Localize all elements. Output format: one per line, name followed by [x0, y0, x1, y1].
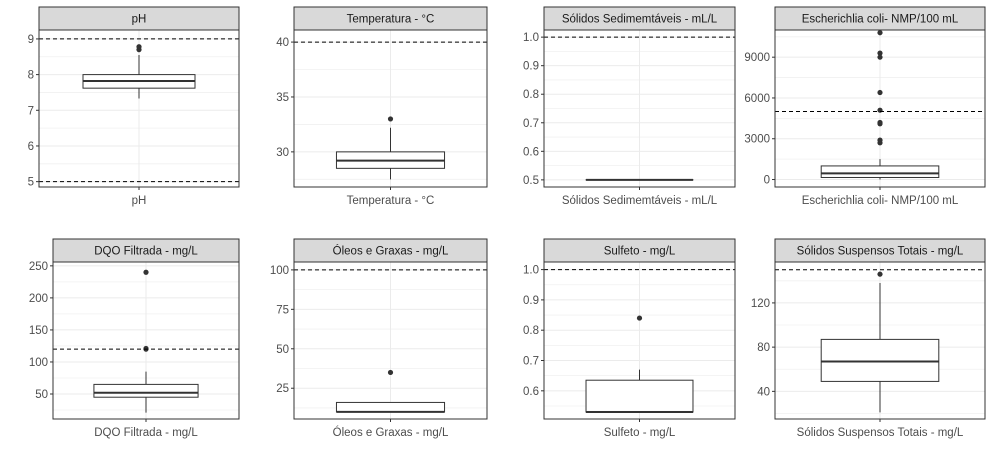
- outlier-point: [387, 116, 394, 122]
- y-tick-label: 100: [270, 265, 289, 277]
- outlier-point: [387, 369, 394, 376]
- y-tick-label: 0.7: [523, 118, 539, 130]
- y-tick-label: 0.5: [523, 175, 539, 187]
- y-tick-label: 30: [276, 147, 289, 159]
- outlier-point: [877, 89, 883, 96]
- strip-title: Óleos e Graxas - mg/L: [333, 245, 449, 258]
- panel-1: pH 5 6 7 8 9 pH: [28, 6, 240, 207]
- x-tick-label: DQO Filtrada - mg/L: [94, 427, 198, 439]
- panel-3: Sólidos Sedimemtáveis - mL/L 0.5 0.6 0.7 0.8…: [523, 6, 736, 207]
- y-tick-label: 0.6: [523, 386, 539, 398]
- strip-title: Temperatura - °C: [347, 14, 435, 26]
- x-tick-label: pH: [132, 195, 147, 207]
- panel-6: Óleos e Graxas - mg/L 25 50 75 100 Óleos e Gr…: [270, 238, 488, 439]
- strip-title: Escherichlia coli- NMP/100 mL: [802, 14, 959, 26]
- y-tick-label: 3000: [744, 134, 770, 146]
- outlier-point: [636, 315, 643, 321]
- y-tick-label: 40: [757, 386, 770, 398]
- box-iqr: [335, 401, 446, 413]
- y-tick-label: 35: [276, 92, 289, 104]
- outlier-point: [877, 119, 883, 126]
- y-tick-label: 25: [276, 383, 289, 395]
- outlier-point: [877, 54, 883, 60]
- y-tick-label: 8: [28, 70, 34, 82]
- outlier-point: [136, 44, 142, 50]
- x-tick-label: Sólidos Sedimemtáveis - mL/L: [562, 195, 718, 207]
- panel-2: Temperatura - °C 30 35 40 Temperatura - °C: [276, 6, 488, 207]
- outlier-point: [877, 137, 883, 143]
- y-tick-label: 100: [29, 357, 48, 369]
- y-tick-label: 0.7: [523, 356, 539, 368]
- x-tick-label: Temperatura - °C: [347, 195, 435, 207]
- y-tick-label: 7: [28, 105, 34, 117]
- y-tick-label: 50: [276, 344, 289, 356]
- y-tick-label: 1.0: [523, 32, 539, 44]
- y-tick-label: 50: [35, 389, 48, 401]
- box-iqr: [820, 165, 940, 178]
- strip-title: Sólidos Sedimemtáveis - mL/L: [562, 14, 718, 26]
- outlier-point: [143, 269, 149, 275]
- panel-8: Sólidos Suspensos Totais - mg/L 40 80 120 Só…: [751, 238, 986, 439]
- y-tick-label: 120: [751, 298, 770, 310]
- y-tick-label: 75: [276, 304, 289, 316]
- outlier-point: [877, 50, 883, 56]
- box-iqr: [585, 379, 694, 413]
- outlier-point: [143, 345, 149, 352]
- panel-7: Sulfeto - mg/L 0.6 0.7 0.8 0.9 1.0 Sulfeto - m…: [523, 238, 736, 439]
- y-tick-label: 9: [28, 34, 34, 46]
- box-iqr: [820, 338, 940, 382]
- y-tick-label: 80: [757, 342, 770, 354]
- strip-title: pH: [132, 14, 147, 26]
- outlier-point: [877, 271, 883, 277]
- y-tick-label: 1.0: [523, 265, 539, 277]
- x-tick-label: Óleos e Graxas - mg/L: [333, 426, 449, 439]
- y-tick-label: 9000: [744, 52, 770, 64]
- y-tick-label: 0.8: [523, 89, 539, 101]
- y-tick-label: 150: [29, 325, 48, 337]
- y-tick-label: 250: [29, 261, 48, 273]
- y-tick-label: 200: [29, 293, 48, 305]
- box-iqr: [93, 383, 199, 398]
- y-tick-label: 0.9: [523, 295, 539, 307]
- outlier-point: [877, 30, 883, 36]
- x-tick-label: Sulfeto - mg/L: [604, 427, 676, 439]
- y-tick-label: 0: [764, 175, 770, 187]
- y-tick-label: 0.9: [523, 61, 539, 73]
- panel-4: Escherichlia coli- NMP/100 mL 0 3000 6000 90…: [744, 6, 986, 207]
- y-tick-label: 0.8: [523, 325, 539, 337]
- y-tick-label: 6000: [744, 93, 770, 105]
- strip-title: Sólidos Suspensos Totais - mg/L: [797, 246, 964, 258]
- strip-title: Sulfeto - mg/L: [604, 246, 676, 258]
- x-tick-label: Escherichlia coli- NMP/100 mL: [802, 195, 959, 207]
- y-tick-label: 5: [28, 177, 34, 189]
- strip-title: DQO Filtrada - mg/L: [94, 246, 198, 258]
- y-tick-label: 40: [276, 37, 289, 49]
- y-tick-label: 0.6: [523, 146, 539, 158]
- y-tick-label: 6: [28, 141, 34, 153]
- panel-5: DQO Filtrada - mg/L 50 100 150 200 250 DQO Fil…: [29, 238, 240, 439]
- x-tick-label: Sólidos Suspensos Totais - mg/L: [797, 427, 964, 439]
